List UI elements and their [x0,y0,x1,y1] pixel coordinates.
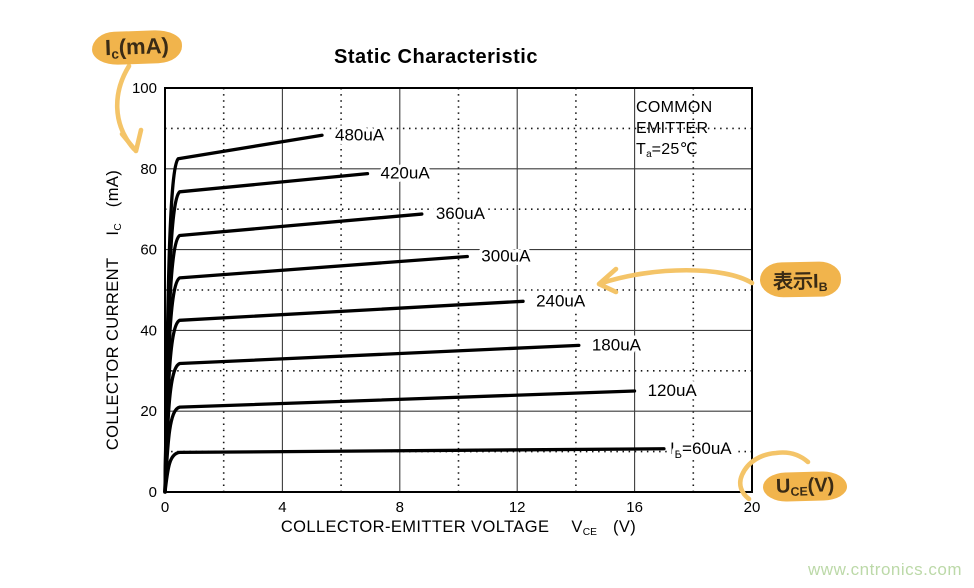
y-tick-label: 0 [149,484,157,501]
ib-curve-60uA [163,447,666,494]
y-tick-label: 60 [140,242,157,259]
y-tick-label: 100 [132,80,157,97]
curve-label-480uA: 480uA [335,125,385,144]
plot-frame [164,87,753,493]
swoosh-uce [737,450,811,502]
x-tick-label: 4 [278,499,286,516]
condition-line-2: EMITTER [636,120,709,137]
condition-line-1: COMMON [636,99,713,116]
arrowhead-ib [596,266,619,295]
curve-label-360uA: 360uA [436,204,486,223]
handwritten-note-uce: UCE(V) [762,470,848,503]
curve-label-240uA: 240uA [536,291,586,310]
x-tick-label: 12 [509,499,526,516]
arrowhead-ic [119,127,144,154]
ib-curve-480uA [163,133,324,494]
handwritten-note-ic: Ic(mA) [91,29,183,66]
curve-label-60uA: IB=60uA [670,439,732,461]
operating-condition-block: COMMON EMITTER Ta=25℃ [636,97,712,165]
curve-label-120uA: 120uA [648,381,698,400]
curve-label-180uA: 180uA [592,335,642,354]
x-tick-label: 20 [744,499,761,516]
x-tick-label: 16 [626,499,643,516]
handwritten-note-ib: 表示IB [759,261,841,299]
watermark: www.cntronics.com [808,560,962,579]
y-tick-label: 80 [140,161,157,178]
y-tick-label: 40 [140,322,157,339]
curve-label-420uA: 420uA [381,164,431,183]
x-tick-label: 0 [161,499,169,516]
y-axis-title: COLLECTOR CURRENTIC(mA) [104,169,124,451]
condition-temperature: Ta=25℃ [636,141,698,160]
arrow-ib-to-curves [599,268,755,286]
curve-label-300uA: 300uA [481,246,531,265]
x-tick-label: 8 [396,499,404,516]
x-axis-title: COLLECTOR-EMITTER VOLTAGE VCE (V) [280,518,637,538]
y-tick-label: 20 [140,403,157,420]
chart-title: Static Characteristic [334,46,538,68]
ib-curve-300uA [163,254,469,494]
